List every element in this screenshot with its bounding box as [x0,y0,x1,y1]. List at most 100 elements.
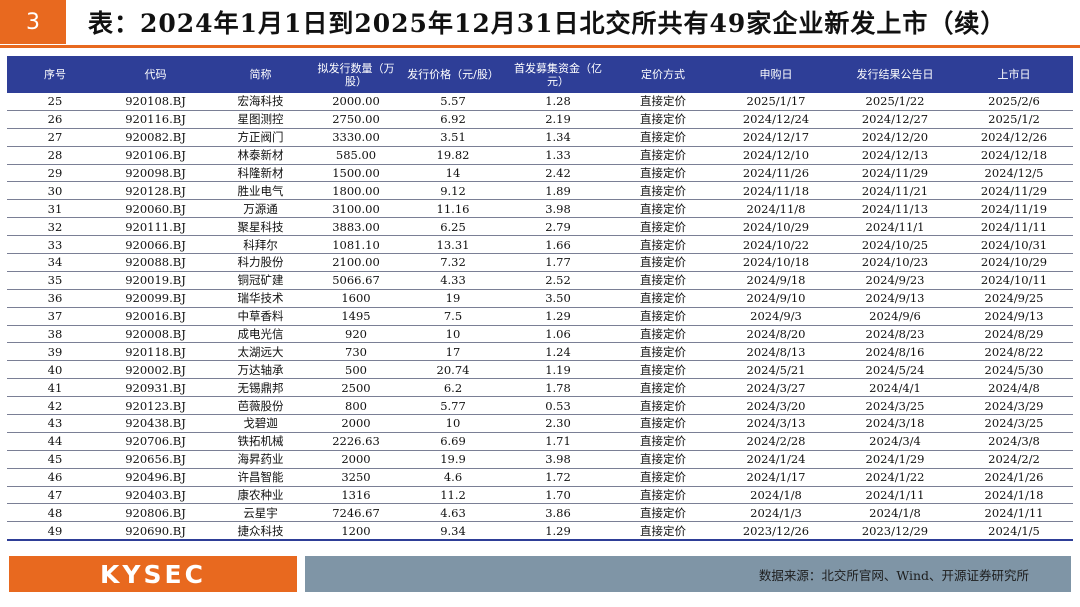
table-cell: 11.16 [399,199,507,219]
table-cell: 2024/1/26 [955,468,1073,487]
table-cell: 920128.BJ [103,181,208,201]
table-cell: 920706.BJ [103,432,208,451]
table-cell: 2024/9/18 [717,271,835,290]
table-cell: 直接定价 [609,414,717,433]
table-cell: 2024/1/18 [955,486,1073,505]
table-cell: 2024/11/13 [835,199,955,219]
table-cell: 32 [7,217,103,237]
table-cell: 2024/2/28 [717,432,835,451]
table-row: 37 920016.BJ 中草香料 1495 7.5 1.29 直接定价 2024/9/3 20… [7,307,1073,326]
table-cell: 1081.10 [313,235,399,255]
table-cell: 2024/10/29 [955,253,1073,272]
table-cell: 直接定价 [609,181,717,201]
table-cell: 920806.BJ [103,503,208,523]
table-header-row: 序号 代码 简称 拟发行数量（万股） 发行价格（元/股） 首发募集资金（亿元） 定价方式 申购… [7,56,1073,93]
table-cell: 585.00 [313,146,399,165]
table-cell: 2024/12/24 [717,110,835,129]
table-cell: 2024/12/26 [955,128,1073,147]
table-cell: 科拜尔 [208,235,313,255]
table-cell: 直接定价 [609,110,717,129]
table-cell: 直接定价 [609,217,717,237]
table-cell: 47 [7,486,103,505]
table-row: 45 920656.BJ 海昇药业 2000 19.9 3.98 直接定价 2024/1/24… [7,450,1073,469]
table-cell: 海昇药业 [208,450,313,469]
table-cell: 1.70 [507,486,609,505]
table-cell: 2024/11/21 [835,181,955,201]
table-cell: 康农种业 [208,486,313,505]
table-cell: 直接定价 [609,307,717,326]
table-row: 31 920060.BJ 万源通 3100.00 11.16 3.98 直接定价 2024/1… [7,199,1073,219]
table-cell: 1500.00 [313,164,399,183]
table-cell: 9.34 [399,521,507,542]
table-cell: 2024/8/16 [835,342,955,362]
table-cell: 直接定价 [609,128,717,147]
table-cell: 1.29 [507,521,609,542]
table-cell: 920099.BJ [103,289,208,308]
table-cell: 920690.BJ [103,521,208,542]
table-cell: 2025/1/17 [717,93,835,111]
table-cell: 40 [7,360,103,380]
table-cell: 1495 [313,307,399,326]
table-cell: 2.79 [507,217,609,237]
column-header: 上市日 [955,56,1073,93]
table-cell: 林泰新材 [208,146,313,165]
table-cell: 44 [7,432,103,451]
table-row: 32 920111.BJ 聚星科技 3883.00 6.25 2.79 直接定价 2024/1… [7,217,1073,237]
table-cell: 4.63 [399,503,507,523]
table-cell: 直接定价 [609,146,717,165]
table-cell: 1.33 [507,146,609,165]
table-cell: 1.78 [507,378,609,398]
table-cell: 2024/3/20 [717,396,835,416]
table-cell: 920008.BJ [103,325,208,344]
table-cell: 36 [7,289,103,308]
table-row: 33 920066.BJ 科拜尔 1081.10 13.31 1.66 直接定价 2024/1… [7,235,1073,255]
table-cell: 2750.00 [313,110,399,129]
table-cell: 920106.BJ [103,146,208,165]
table-row: 44 920706.BJ 铁拓机械 2226.63 6.69 1.71 直接定价 2024/2… [7,432,1073,451]
table-cell: 科力股份 [208,253,313,272]
table-cell: 1800.00 [313,181,399,201]
table-cell: 2024/9/23 [835,271,955,290]
table-cell: 2024/3/8 [955,432,1073,451]
table-cell: 胜业电气 [208,181,313,201]
table-cell: 5.57 [399,93,507,111]
table-cell: 42 [7,396,103,416]
ipo-table: 序号 代码 简称 拟发行数量（万股） 发行价格（元/股） 首发募集资金（亿元） 定价方式 申购… [7,56,1073,542]
table-cell: 4.33 [399,271,507,290]
table-cell: 45 [7,450,103,469]
table-cell: 920 [313,325,399,344]
table-cell: 34 [7,253,103,272]
table-cell: 38 [7,325,103,344]
table-cell: 26 [7,110,103,129]
table-cell: 7246.67 [313,503,399,523]
table-cell: 2024/3/27 [717,378,835,398]
table-cell: 920066.BJ [103,235,208,255]
table-cell: 2000.00 [313,93,399,111]
table-cell: 1316 [313,486,399,505]
table-cell: 920116.BJ [103,110,208,129]
table-cell: 无锡鼎邦 [208,378,313,398]
table-cell: 2.30 [507,414,609,433]
table-cell: 2024/1/17 [717,468,835,487]
table-cell: 11.2 [399,486,507,505]
table-cell: 中草香料 [208,307,313,326]
table-row: 38 920008.BJ 成电光信 920 10 1.06 直接定价 2024/8/20 202… [7,325,1073,344]
table-cell: 2024/3/18 [835,414,955,433]
table-cell: 直接定价 [609,325,717,344]
table-cell: 铁拓机械 [208,432,313,451]
table-cell: 920403.BJ [103,486,208,505]
table-cell: 6.69 [399,432,507,451]
table-cell: 41 [7,378,103,398]
table-cell: 直接定价 [609,253,717,272]
table-cell: 2000 [313,450,399,469]
column-header: 发行结果公告日 [835,56,955,93]
table-cell: 49 [7,521,103,542]
table-cell: 直接定价 [609,199,717,219]
table-cell: 2024/11/29 [835,164,955,183]
table-cell: 2024/12/10 [717,146,835,165]
table-cell: 2024/3/25 [835,396,955,416]
table-cell: 直接定价 [609,235,717,255]
table-cell: 4.6 [399,468,507,487]
table-cell: 2024/11/11 [955,217,1073,237]
table-row: 40 920002.BJ 万达轴承 500 20.74 1.19 直接定价 2024/5/21… [7,360,1073,380]
